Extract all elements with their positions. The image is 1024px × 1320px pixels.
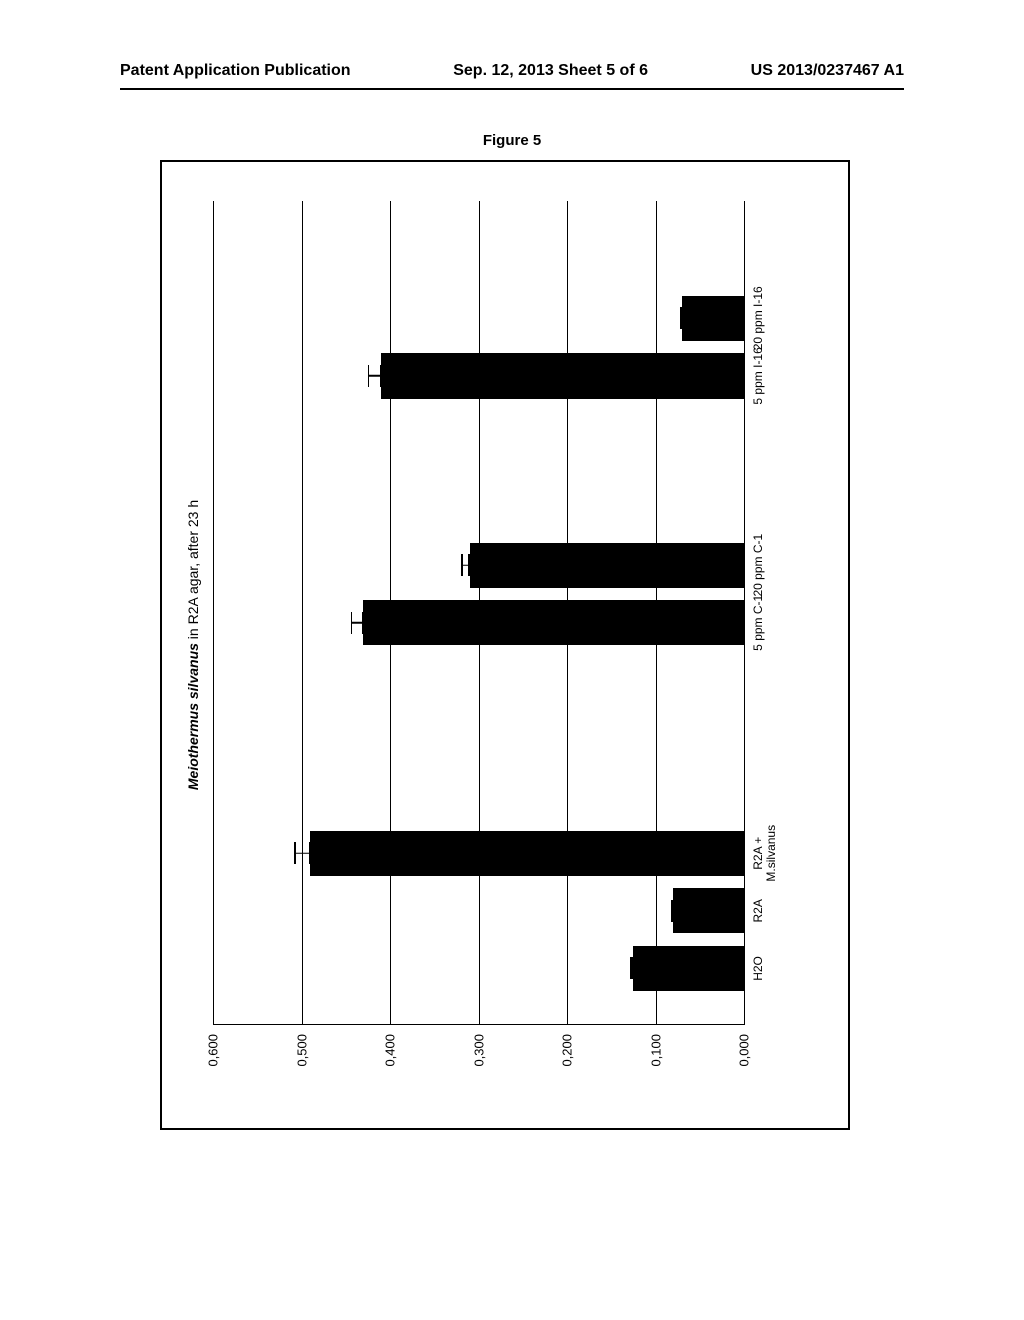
error-cap-top bbox=[368, 365, 370, 387]
bar bbox=[682, 296, 744, 341]
error-cap-bottom bbox=[309, 842, 311, 864]
figure-container: Meiothermus silvanus in R2A agar, after … bbox=[160, 160, 850, 1130]
error-cap-bottom bbox=[672, 900, 674, 922]
y-tick-label: 0,500 bbox=[294, 1024, 309, 1067]
bar bbox=[381, 353, 744, 398]
x-category-label: H2O bbox=[744, 956, 765, 981]
chart-title-rest: in R2A agar, after 23 h bbox=[185, 500, 201, 643]
error-cap-bottom bbox=[632, 957, 634, 979]
error-cap-top bbox=[461, 554, 463, 576]
chart-title-italic: Meiothermus silvanus bbox=[185, 643, 201, 790]
bar bbox=[633, 946, 744, 991]
figure-label: Figure 5 bbox=[483, 132, 541, 149]
x-category-label: 5 ppm I-16 bbox=[744, 347, 765, 404]
error-cap-bottom bbox=[380, 365, 382, 387]
y-tick-label: 0,200 bbox=[560, 1024, 575, 1067]
error-cap-top bbox=[351, 612, 353, 634]
bar bbox=[470, 543, 744, 588]
chart-plot-area: 0,0000,1000,2000,3000,4000,5000,600H2OR2… bbox=[213, 201, 745, 1025]
x-category-label: 5 ppm C-1 bbox=[744, 595, 765, 651]
error-cap-bottom bbox=[681, 307, 683, 329]
header-left: Patent Application Publication bbox=[120, 62, 351, 80]
chart-title: Meiothermus silvanus in R2A agar, after … bbox=[185, 500, 201, 790]
header-divider bbox=[120, 88, 904, 90]
bar bbox=[310, 831, 744, 876]
bar bbox=[363, 600, 744, 645]
error-cap-bottom bbox=[362, 612, 364, 634]
chart-stage: Meiothermus silvanus in R2A agar, after … bbox=[177, 177, 833, 1113]
x-category-label: 20 ppm C-1 bbox=[744, 534, 765, 597]
error-cap-top bbox=[294, 842, 296, 864]
header-center: Sep. 12, 2013 Sheet 5 of 6 bbox=[453, 62, 648, 80]
header-right: US 2013/0237467 A1 bbox=[751, 62, 904, 80]
gridline bbox=[213, 201, 214, 1024]
x-category-label: R2A bbox=[744, 899, 765, 922]
y-tick-label: 0,400 bbox=[383, 1024, 398, 1067]
gridline bbox=[302, 201, 303, 1024]
y-tick-label: 0,600 bbox=[206, 1024, 221, 1067]
y-tick-label: 0,100 bbox=[648, 1024, 663, 1067]
x-category-label: 20 ppm I-16 bbox=[744, 286, 765, 350]
error-cap-bottom bbox=[468, 554, 470, 576]
x-category-label: R2A + M.silvanus bbox=[744, 825, 778, 882]
y-tick-label: 0,000 bbox=[737, 1024, 752, 1067]
y-tick-label: 0,300 bbox=[471, 1024, 486, 1067]
bar bbox=[673, 888, 744, 933]
